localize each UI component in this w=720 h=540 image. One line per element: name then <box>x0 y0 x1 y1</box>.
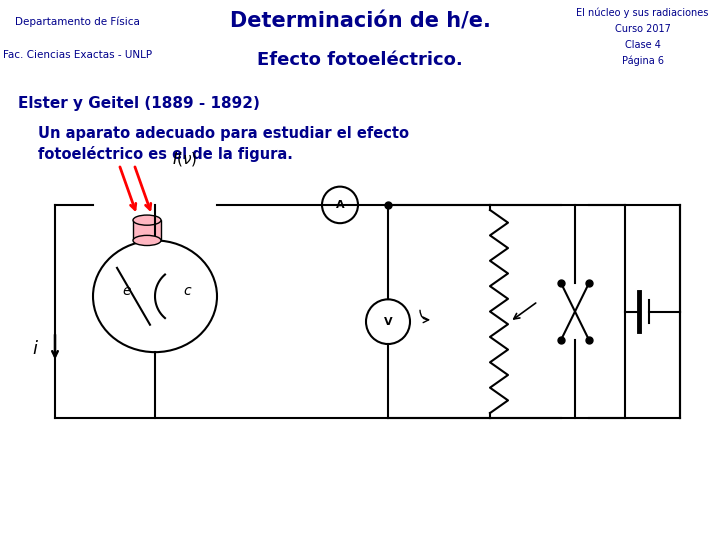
Text: Clase 4: Clase 4 <box>625 40 660 50</box>
Text: Página 6: Página 6 <box>621 56 664 66</box>
Circle shape <box>322 187 358 223</box>
Text: Departamento de Física: Departamento de Física <box>15 17 140 27</box>
Text: Fac. Ciencias Exactas - UNLP: Fac. Ciencias Exactas - UNLP <box>3 50 152 60</box>
Text: fotoeléctrico es el de la figura.: fotoeléctrico es el de la figura. <box>38 146 293 162</box>
Text: $I(\nu)$: $I(\nu)$ <box>172 150 197 168</box>
Text: V: V <box>384 316 392 327</box>
Text: Un aparato adecuado para estudiar el efecto: Un aparato adecuado para estudiar el efe… <box>38 126 409 141</box>
Bar <box>133 220 161 240</box>
Text: Determinación de h/e.: Determinación de h/e. <box>230 12 490 32</box>
Text: Efecto fotoeléctrico.: Efecto fotoeléctrico. <box>257 51 463 69</box>
Text: El núcleo y sus radiaciones: El núcleo y sus radiaciones <box>577 8 708 18</box>
Text: c: c <box>183 284 191 298</box>
Ellipse shape <box>133 215 161 225</box>
Text: $i$: $i$ <box>32 340 38 358</box>
Text: Elster y Geitel (1889 - 1892): Elster y Geitel (1889 - 1892) <box>18 96 260 111</box>
Text: Curso 2017: Curso 2017 <box>615 24 670 34</box>
Ellipse shape <box>133 235 161 246</box>
Circle shape <box>366 299 410 344</box>
Text: e: e <box>122 284 131 298</box>
Text: A: A <box>336 200 344 210</box>
